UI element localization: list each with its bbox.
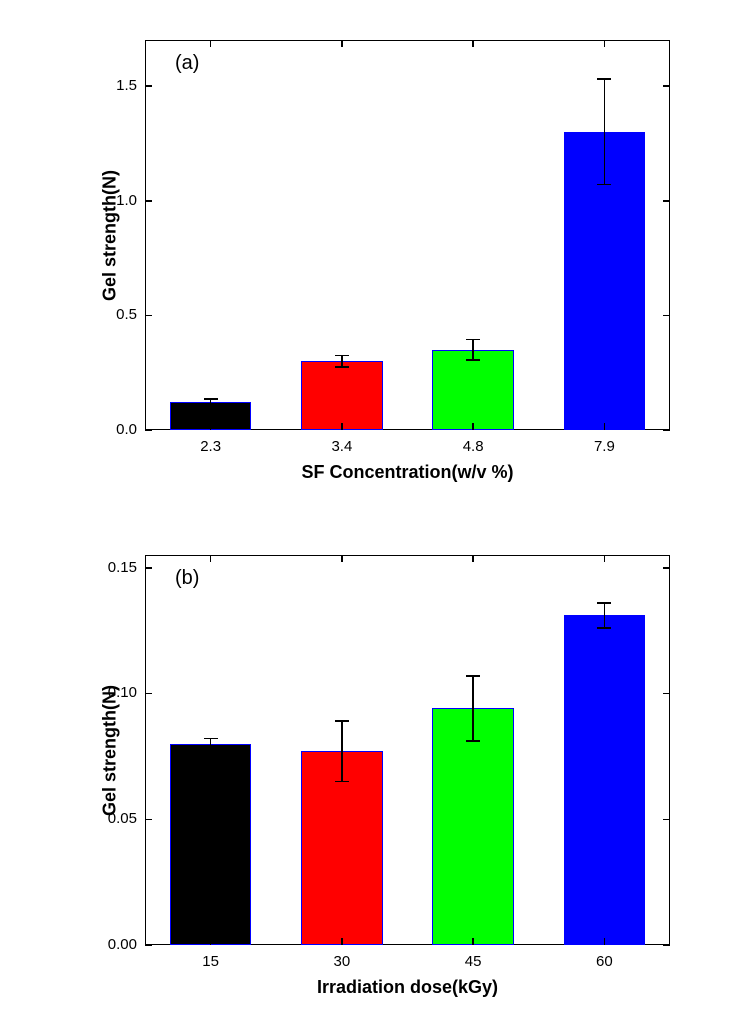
- chart_a-ytick-label: 0.0: [116, 421, 137, 438]
- chart_b-ytick-label: 0.00: [108, 936, 137, 953]
- chart_b-ytick-label: 0.15: [108, 559, 137, 576]
- chart_a-ytick-mark-right: [663, 430, 670, 432]
- chart_a-error-cap: [204, 405, 218, 407]
- chart_a-xtick-mark: [210, 423, 212, 430]
- chart_a-ytick-label: 1.5: [116, 77, 137, 94]
- chart_b-xtick-label: 15: [181, 953, 241, 970]
- chart_b-xtick-mark: [210, 938, 212, 945]
- chart_a-ytick-mark: [145, 315, 152, 317]
- chart_a-error-cap: [597, 78, 611, 80]
- chart_a-error-cap: [335, 366, 349, 368]
- chart_a-ytick-mark-right: [663, 85, 670, 87]
- chart_b-error-bar: [472, 676, 474, 741]
- chart_b-xtick-mark-top: [604, 555, 606, 562]
- chart_a-xtick-label: 2.3: [181, 438, 241, 455]
- chart_a-xtick-mark: [604, 423, 606, 430]
- chart_a-xlabel: SF Concentration(w/v %): [278, 462, 538, 483]
- chart_b-panel-label: (b): [175, 567, 199, 590]
- chart_a-xtick-mark-top: [210, 40, 212, 47]
- chart_b-xtick-mark-top: [210, 555, 212, 562]
- chart_b-error-cap: [204, 748, 218, 750]
- chart_b-bar: [432, 708, 513, 945]
- chart_a-ytick-mark: [145, 200, 152, 202]
- chart_a-ytick-mark: [145, 85, 152, 87]
- chart_b-xtick-mark: [341, 938, 343, 945]
- chart_b-bar: [170, 744, 251, 945]
- chart_a-xtick-label: 3.4: [312, 438, 372, 455]
- chart_a-error-cap: [204, 398, 218, 400]
- chart_b-xtick-mark: [604, 938, 606, 945]
- chart_b-ylabel: Gel strength(N): [100, 681, 121, 821]
- chart_b-error-cap: [335, 720, 349, 722]
- chart_a-xtick-mark: [472, 423, 474, 430]
- chart_b-xtick-label: 60: [574, 953, 634, 970]
- chart_b-error-cap: [335, 781, 349, 783]
- chart_a-xtick-label: 7.9: [574, 438, 634, 455]
- chart_b-xtick-mark: [472, 938, 474, 945]
- chart_b-bar: [564, 615, 645, 945]
- chart_a-xtick-mark-top: [604, 40, 606, 47]
- chart_b-error-cap: [204, 738, 218, 740]
- chart_b-error-cap: [466, 675, 480, 677]
- chart_a-xtick-mark-top: [341, 40, 343, 47]
- chart_a-bar: [301, 361, 382, 430]
- chart_b-error-bar: [341, 721, 343, 781]
- chart_a-ytick-mark: [145, 430, 152, 432]
- chart_b-xtick-mark-top: [341, 555, 343, 562]
- chart_b-ytick-mark-right: [663, 693, 670, 695]
- chart_b-ytick-mark: [145, 693, 152, 695]
- chart_b-ytick-mark: [145, 819, 152, 821]
- chart_a-ytick-label: 0.5: [116, 306, 137, 323]
- chart_a-ytick-mark-right: [663, 200, 670, 202]
- chart_a-ylabel: Gel strength(N): [100, 166, 121, 306]
- chart_a-error-cap: [466, 339, 480, 341]
- chart_a-error-bar: [604, 79, 606, 185]
- chart_a-ytick-mark-right: [663, 315, 670, 317]
- chart_a-error-cap: [466, 359, 480, 361]
- chart_b-xtick-label: 45: [443, 953, 503, 970]
- chart_b-xlabel: Irradiation dose(kGy): [278, 977, 538, 998]
- chart_b-error-cap: [597, 627, 611, 629]
- chart_a-error-bar: [472, 339, 474, 360]
- chart_b-xtick-label: 30: [312, 953, 372, 970]
- chart_b-error-bar: [604, 603, 606, 628]
- chart_b-ytick-mark: [145, 945, 152, 947]
- chart_b-error-cap: [466, 740, 480, 742]
- chart_a-xtick-label: 4.8: [443, 438, 503, 455]
- chart_a-error-cap: [597, 184, 611, 186]
- chart_b-ytick-mark: [145, 567, 152, 569]
- chart_a-xtick-mark: [341, 423, 343, 430]
- chart_a-xtick-mark-top: [472, 40, 474, 47]
- chart_a-error-cap: [335, 355, 349, 357]
- chart_a-bar: [432, 350, 513, 430]
- chart_b-ytick-mark-right: [663, 819, 670, 821]
- chart_b-ytick-mark-right: [663, 567, 670, 569]
- chart_b-xtick-mark-top: [472, 555, 474, 562]
- chart_a-panel-label: (a): [175, 52, 199, 75]
- chart_b-ytick-mark-right: [663, 945, 670, 947]
- chart_b-error-cap: [597, 602, 611, 604]
